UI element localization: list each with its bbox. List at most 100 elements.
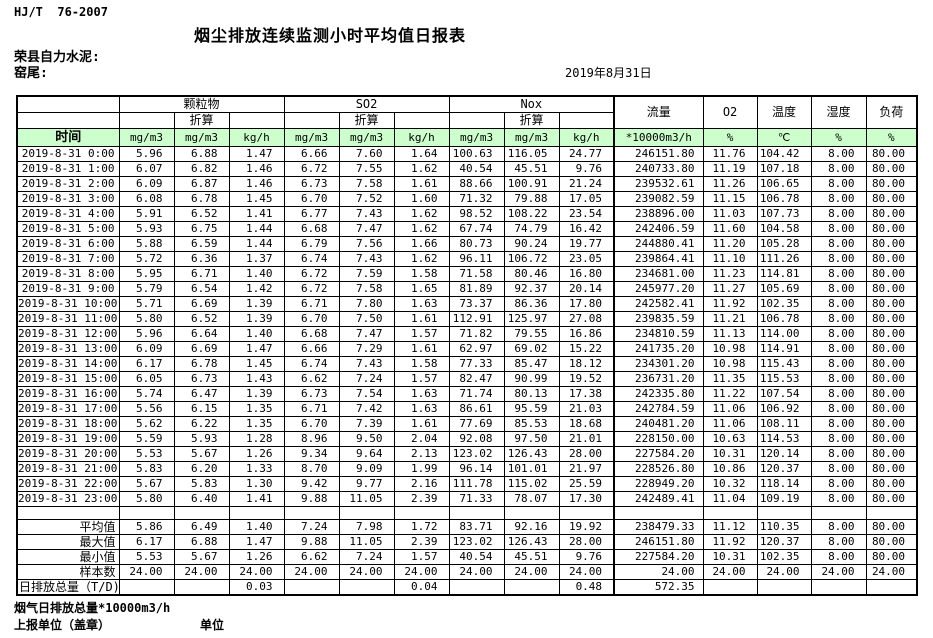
unit-cell: mg/m3 — [448, 128, 505, 147]
value-cell: 7.56 — [338, 236, 395, 252]
summary-value-cell: 24.00 — [448, 564, 505, 580]
value-cell: 9.09 — [338, 461, 395, 477]
value-cell: 7.43 — [338, 251, 395, 267]
summary-label: 平均值 — [16, 519, 120, 535]
value-cell: 234810.59 — [613, 326, 704, 342]
unit-cell: % — [810, 128, 867, 147]
value-cell: 45.51 — [503, 161, 560, 177]
unit-cell: mg/m3 — [283, 128, 340, 147]
value-cell: 100.63 — [448, 146, 505, 162]
time-cell: 2019-8-31 21:00 — [16, 461, 120, 477]
value-cell: 10.32 — [702, 476, 758, 492]
value-cell: 80.00 — [865, 146, 918, 162]
value-cell: 11.05 — [338, 491, 395, 507]
empty-cell — [338, 506, 395, 520]
value-cell: 6.69 — [173, 296, 230, 312]
value-cell: 80.00 — [865, 491, 918, 507]
value-cell: 234301.20 — [613, 356, 704, 372]
value-cell: 80.00 — [865, 161, 918, 177]
value-cell: 6.73 — [283, 176, 340, 192]
summary-value-cell: 102.35 — [756, 549, 812, 565]
value-cell: 71.32 — [448, 191, 505, 207]
value-cell: 9.76 — [558, 161, 615, 177]
value-cell: 107.18 — [756, 161, 812, 177]
empty-cell — [283, 506, 340, 520]
value-cell: 6.69 — [173, 341, 230, 357]
value-cell: 88.66 — [448, 176, 505, 192]
value-cell: 6.71 — [173, 266, 230, 282]
summary-value-cell: 227584.20 — [613, 549, 704, 565]
value-cell: 6.40 — [173, 491, 230, 507]
value-cell: 80.00 — [865, 446, 918, 462]
value-cell: 17.80 — [558, 296, 615, 312]
summary-value-cell: 9.88 — [283, 534, 340, 550]
value-cell: 246151.80 — [613, 146, 704, 162]
value-cell: 19.52 — [558, 371, 615, 387]
value-cell: 6.15 — [173, 401, 230, 417]
time-cell: 2019-8-31 7:00 — [16, 251, 120, 267]
value-cell: 11.23 — [702, 266, 758, 282]
table-row: 2019-8-31 15:00 6.05 6.73 1.43 6.62 7.24 1.57 8… — [16, 371, 918, 387]
value-cell: 6.68 — [283, 326, 340, 342]
value-cell: 98.52 — [448, 206, 505, 222]
value-cell: 6.88 — [173, 146, 230, 162]
group-nox: Nox — [448, 95, 615, 113]
value-cell: 1.63 — [393, 296, 450, 312]
value-cell: 5.56 — [118, 401, 175, 417]
value-cell: 74.79 — [503, 221, 560, 237]
time-cell: 2019-8-31 11:00 — [16, 311, 120, 327]
value-cell: 96.11 — [448, 251, 505, 267]
value-cell: 80.00 — [865, 236, 918, 252]
time-cell: 2019-8-31 3:00 — [16, 191, 120, 207]
value-cell: 79.88 — [503, 191, 560, 207]
value-cell: 10.98 — [702, 341, 758, 357]
unit-cell: kg/h — [393, 128, 450, 147]
value-cell: 8.00 — [810, 491, 867, 507]
value-cell: 118.14 — [756, 476, 812, 492]
value-cell: 228150.00 — [613, 431, 704, 447]
summary-value-cell: 1.57 — [393, 549, 450, 565]
value-cell: 102.35 — [756, 296, 812, 312]
table-row: 2019-8-31 10:00 5.71 6.69 1.39 6.71 7.80 1.63 7… — [16, 296, 918, 312]
value-cell: 10.31 — [702, 446, 758, 462]
table-row: 2019-8-31 23:00 5.80 6.40 1.41 9.88 11.05 2.39… — [16, 491, 918, 507]
value-cell: 25.59 — [558, 476, 615, 492]
group-particulate: 颗粒物 — [118, 95, 285, 113]
group-so2: SO2 — [283, 95, 450, 113]
value-cell: 81.89 — [448, 281, 505, 297]
value-cell: 7.43 — [338, 206, 395, 222]
value-cell: 6.62 — [283, 371, 340, 387]
value-cell: 6.66 — [283, 146, 340, 162]
value-cell: 1.46 — [228, 176, 285, 192]
value-cell: 5.53 — [118, 446, 175, 462]
table-row: 2019-8-31 0:00 5.96 6.88 1.47 6.66 7.60 1.64 10… — [16, 146, 918, 162]
value-cell: 11.10 — [702, 251, 758, 267]
time-cell: 2019-8-31 22:00 — [16, 476, 120, 492]
value-cell: 6.36 — [173, 251, 230, 267]
value-cell: 20.14 — [558, 281, 615, 297]
value-cell: 1.46 — [228, 161, 285, 177]
value-cell: 101.01 — [503, 461, 560, 477]
summary-value-cell: 80.00 — [865, 534, 918, 550]
empty-cell — [613, 506, 704, 520]
value-cell: 1.26 — [228, 446, 285, 462]
value-cell: 1.61 — [393, 341, 450, 357]
value-cell: 1.61 — [393, 416, 450, 432]
company-name: 荣县自力水泥: — [14, 50, 100, 65]
emission-report-table: 颗粒物 SO2 Nox 流量 O2 温度 湿度 负荷 折算 折算 折算 — [16, 95, 919, 596]
value-cell: 104.58 — [756, 221, 812, 237]
value-cell: 1.37 — [228, 251, 285, 267]
summary-row: 样本数 24.00 24.00 24.00 24.00 24.00 24.00 24.00 24… — [16, 564, 918, 580]
value-cell: 6.22 — [173, 416, 230, 432]
empty-cell — [228, 506, 285, 520]
value-cell: 80.00 — [865, 416, 918, 432]
value-cell: 1.61 — [393, 176, 450, 192]
value-cell: 1.63 — [393, 386, 450, 402]
value-cell: 17.05 — [558, 191, 615, 207]
summary-value-cell — [448, 579, 505, 596]
value-cell: 6.59 — [173, 236, 230, 252]
value-cell: 7.60 — [338, 146, 395, 162]
value-cell: 5.79 — [118, 281, 175, 297]
value-cell: 23.05 — [558, 251, 615, 267]
